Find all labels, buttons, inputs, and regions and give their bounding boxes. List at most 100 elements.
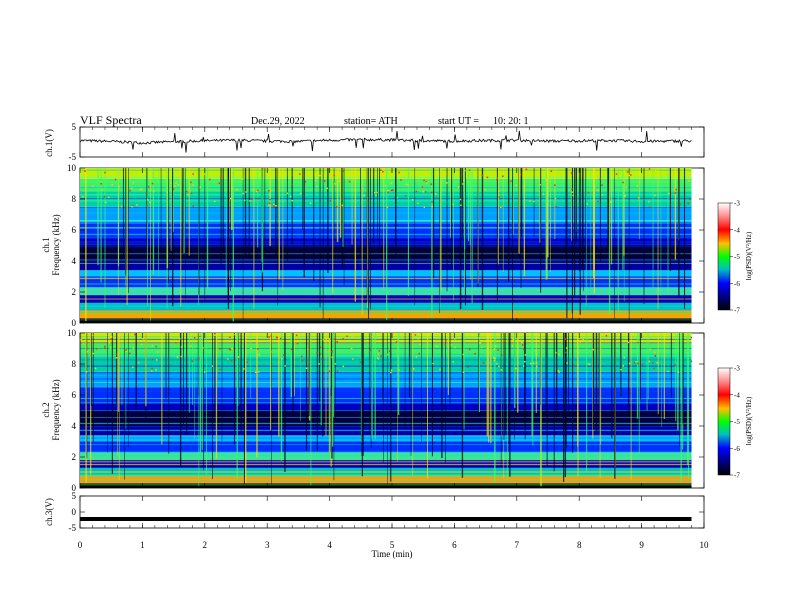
spectrogram-speck [435,197,438,200]
spectrogram-speck [179,337,181,340]
ch2-spectrogram-colorbar-tick-label: -6 [734,445,740,453]
spectrogram-speck [369,349,371,351]
spectrogram-speck [86,350,89,353]
spectrogram-speck [125,350,128,352]
spectrogram-speck [536,365,538,368]
spectrogram-speck [667,370,669,373]
spectrogram-speck [462,183,464,185]
spectrogram-speck [152,190,155,193]
spectrogram-band [80,276,692,288]
spectrogram-speck [390,182,393,185]
spectrogram-speck [601,184,603,186]
ch1-spectrogram-ytick-label: 8 [72,194,77,204]
spectrogram-band [80,410,692,426]
spectrogram-speck [175,182,177,184]
spectrogram-speck [359,189,362,192]
spectrogram-speck [336,340,338,343]
spectrogram-speck [431,205,434,208]
spectrogram-speck [497,177,500,179]
spectrogram-speck [95,348,98,350]
spectrogram-speck [535,353,538,356]
spectrogram-speck [173,185,176,187]
spectrogram-speck [103,195,106,198]
spectrogram-speck [104,171,106,174]
spectrogram-speck [688,180,690,182]
x-tick-label: 0 [78,540,83,550]
spectrogram-speck [209,178,211,181]
spectrogram-speck [467,366,469,368]
spectrogram-speck [280,337,282,340]
start-ut-value: 10: 20: 1 [493,116,529,127]
spectrogram-speck [496,362,498,365]
spectrogram-speck [474,353,476,355]
spectrogram-speck [398,369,400,371]
spectrogram-speck [380,355,382,357]
spectrogram-speck [535,362,538,364]
spectrogram-speck [334,183,336,185]
spectrogram-speck [550,170,553,172]
ch1-spectrogram-ytick-label: 2 [72,287,77,297]
spectrogram-speck [346,335,348,338]
spectrogram-speck [219,336,222,339]
spectrogram-speck [142,337,145,340]
spectrogram-speck [146,199,149,201]
spectrogram-speck [649,348,651,351]
spectrogram-speck [389,362,391,365]
spectrogram-speck [291,183,293,186]
spectrogram-speck [318,174,321,177]
spectrogram-speck [587,363,590,365]
spectrogram-speck [91,185,94,187]
x-tick-label: 5 [390,540,395,550]
spectrogram-speck [386,206,389,208]
spectrogram-speck [482,362,485,364]
spectrogram-speck [284,365,286,367]
spectrogram-speck [105,201,107,204]
spectrogram-speck [258,353,261,356]
x-tick-label: 6 [452,540,457,550]
spectrogram-speck [422,190,424,193]
spectrogram-speck [493,348,496,350]
spectrogram-speck [554,184,556,186]
ch2-spectrogram-image [80,333,692,488]
spectrogram-speck [213,200,216,203]
spectrogram-speck [110,336,113,338]
spectrogram-speck [546,183,549,185]
spectrogram-speck [309,202,312,204]
spectrogram-base [80,486,692,488]
spectrogram-speck [376,191,378,194]
spectrogram-speck [342,170,344,172]
spectrogram-speck [132,366,134,369]
spectrogram-speck [268,336,270,338]
spectrogram-speck [623,356,625,359]
spectrogram-speck [134,333,136,336]
spectrogram-speck [648,200,650,203]
spectrogram-speck [500,206,502,209]
spectrogram-speck [100,183,103,185]
spectrogram-speck [494,345,497,348]
spectrogram-band [80,178,692,192]
spectrogram-speck [468,169,471,171]
spectrogram-speck [637,341,639,344]
spectrogram-speck [622,365,624,367]
spectrogram-speck [192,205,194,207]
spectrogram-speck [192,184,194,186]
spectrogram-band [80,475,692,484]
date-label: Dec.29, 2022 [251,116,305,127]
spectrogram-speck [359,361,362,364]
spectrogram-speck [82,195,84,198]
spectrogram-speck [597,189,599,192]
spectrogram-speck [479,342,481,344]
spectrogram-speck [571,188,573,190]
ch2-spectrogram-ytick-label: 0 [72,483,77,493]
spectrogram-speck [342,338,344,340]
spectrogram-speck [157,351,159,353]
spectrogram-speck [462,353,464,356]
spectrogram-speck [630,174,632,176]
spectrogram-speck [151,367,153,370]
spectrogram-speck [523,185,526,188]
spectrogram-speck [535,350,537,352]
spectrogram-speck [336,370,339,372]
spectrogram-speck [245,191,247,193]
spectrogram-speck [341,204,344,207]
